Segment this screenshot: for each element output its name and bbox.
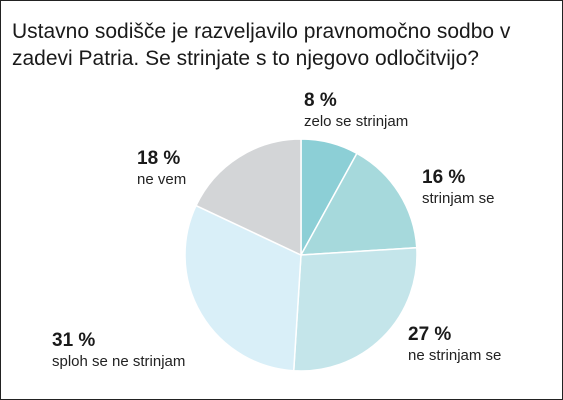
pie-slice-ne-strinjam-se [292,246,418,372]
label-strinjam-se: 16 % strinjam se [422,167,495,209]
slice-value-label: 27 % [408,324,452,345]
label-ne-strinjam-se: 27 % ne strinjam se [408,324,501,366]
chart-title: Ustavno sodišče je razveljavilo pravnomo… [12,20,511,70]
label-zelo-se-strinjam: 8 % zelo se strinjam [304,90,408,132]
slice-value-label: 8 % [304,90,337,111]
slice-category-label: ne vem [137,171,187,188]
pie-slice-ne-vem [195,138,302,257]
slice-value-label: 16 % [422,167,466,188]
pie-slice-sploh-se-ne-strinjam [184,204,302,372]
label-ne-vem: 18 % ne vem [137,148,186,190]
slice-category-label: strinjam se [422,190,495,207]
pie-slice-strinjam-se [299,152,418,256]
slice-category-label: zelo se strinjam [304,113,409,130]
slice-category-label: ne strinjam se [408,347,502,364]
slice-value-label: 31 % [52,330,96,351]
label-sploh-se-ne-strinjam: 31 % sploh se ne strinjam [52,330,185,372]
slice-value-label: 18 % [137,148,181,169]
slice-category-label: sploh se ne strinjam [52,353,186,370]
